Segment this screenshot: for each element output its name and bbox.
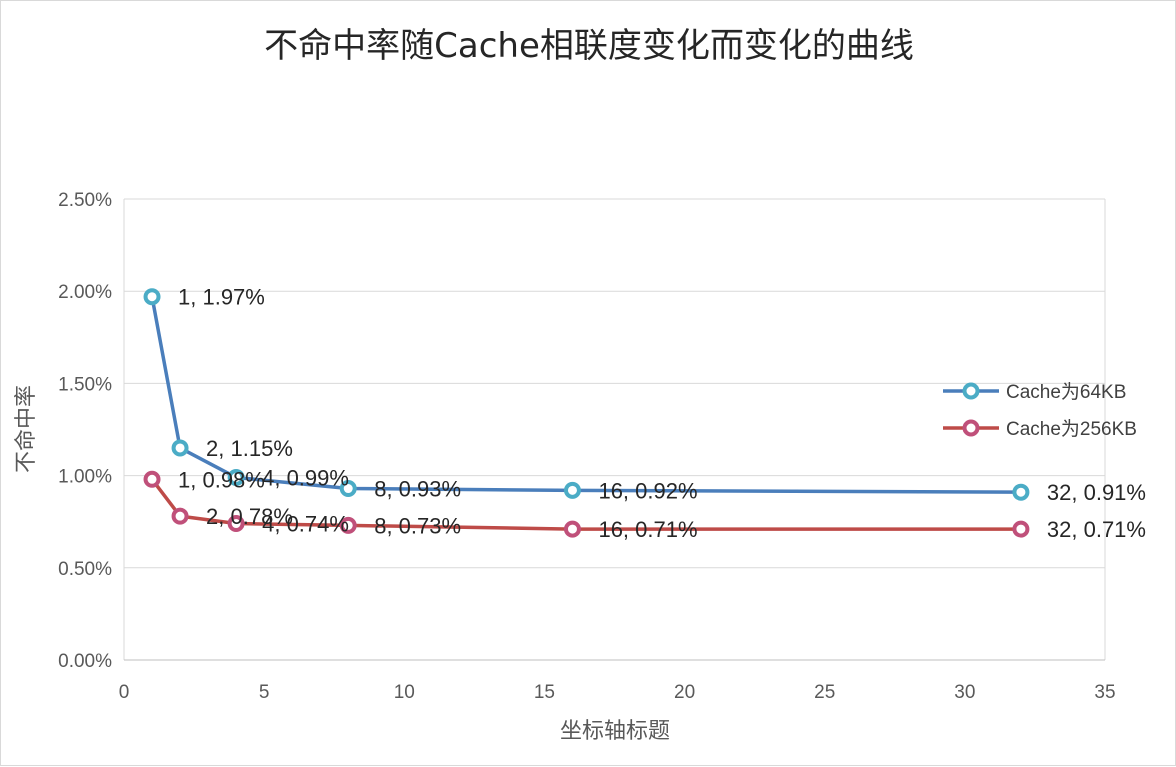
y-tick-label: 0.00% [58, 651, 112, 672]
x-tick-label: 10 [394, 682, 415, 703]
data-point [339, 480, 357, 498]
data-point [1012, 483, 1030, 501]
chart-title: 不命中率随Cache相联度变化而变化的曲线 [264, 26, 914, 66]
data-labels: 1, 1.97% 2, 1.15% 4, 0.99% 8, 0.93% 16, 0.92… [178, 285, 1146, 542]
data-label: 32, 0.71% [1047, 517, 1146, 542]
series-line [150, 296, 1021, 494]
x-tick-label: 20 [674, 682, 695, 703]
data-point [143, 288, 161, 306]
data-label: 1, 1.97% [178, 285, 265, 310]
x-tick-label: 5 [259, 682, 270, 703]
x-axis-title: 坐标轴标题 [560, 719, 670, 744]
x-tick-label: 0 [119, 682, 130, 703]
data-point [171, 507, 189, 525]
legend-label: Cache为256KB [1006, 418, 1137, 440]
y-axis-title: 不命中率 [14, 385, 39, 473]
data-label: 1, 0.98% [178, 467, 265, 492]
data-point [143, 470, 161, 488]
data-point [227, 515, 245, 533]
data-point [563, 481, 581, 499]
data-label: 16, 0.92% [598, 478, 697, 503]
data-label: 2, 1.15% [206, 436, 293, 461]
legend-label: Cache为64KB [1006, 381, 1126, 403]
data-point [1012, 520, 1030, 538]
data-point [339, 516, 357, 534]
x-tick-label: 35 [1094, 682, 1115, 703]
legend-marker [962, 382, 980, 400]
data-label: 2, 0.78% [206, 504, 293, 529]
data-point [563, 520, 581, 538]
x-tick-label: 30 [954, 682, 975, 703]
y-tick-label: 1.50% [58, 374, 112, 395]
y-tick-label: 2.50% [58, 190, 112, 211]
series-layer [143, 288, 1030, 538]
x-tick-label: 25 [814, 682, 835, 703]
data-label: 8, 0.93% [374, 477, 461, 502]
x-tick-label: 15 [534, 682, 555, 703]
data-label: 16, 0.71% [598, 517, 697, 542]
y-tick-label: 2.00% [58, 282, 112, 303]
axes: 0.00% 0.50% 1.00% 1.50% 2.00% 2.50% 0 5 10 15 20 25… [58, 190, 1115, 703]
data-label: 32, 0.91% [1047, 480, 1146, 505]
data-label: 4, 0.99% [262, 465, 349, 490]
data-label: 8, 0.73% [374, 513, 461, 538]
data-point [227, 468, 245, 486]
legend: Cache为64KB Cache为256KB [943, 381, 1137, 440]
legend-marker [962, 419, 980, 437]
y-tick-label: 1.00% [58, 467, 112, 488]
data-label: 4, 0.74% [262, 512, 349, 537]
y-tick-label: 0.50% [58, 559, 112, 580]
data-point [171, 439, 189, 457]
